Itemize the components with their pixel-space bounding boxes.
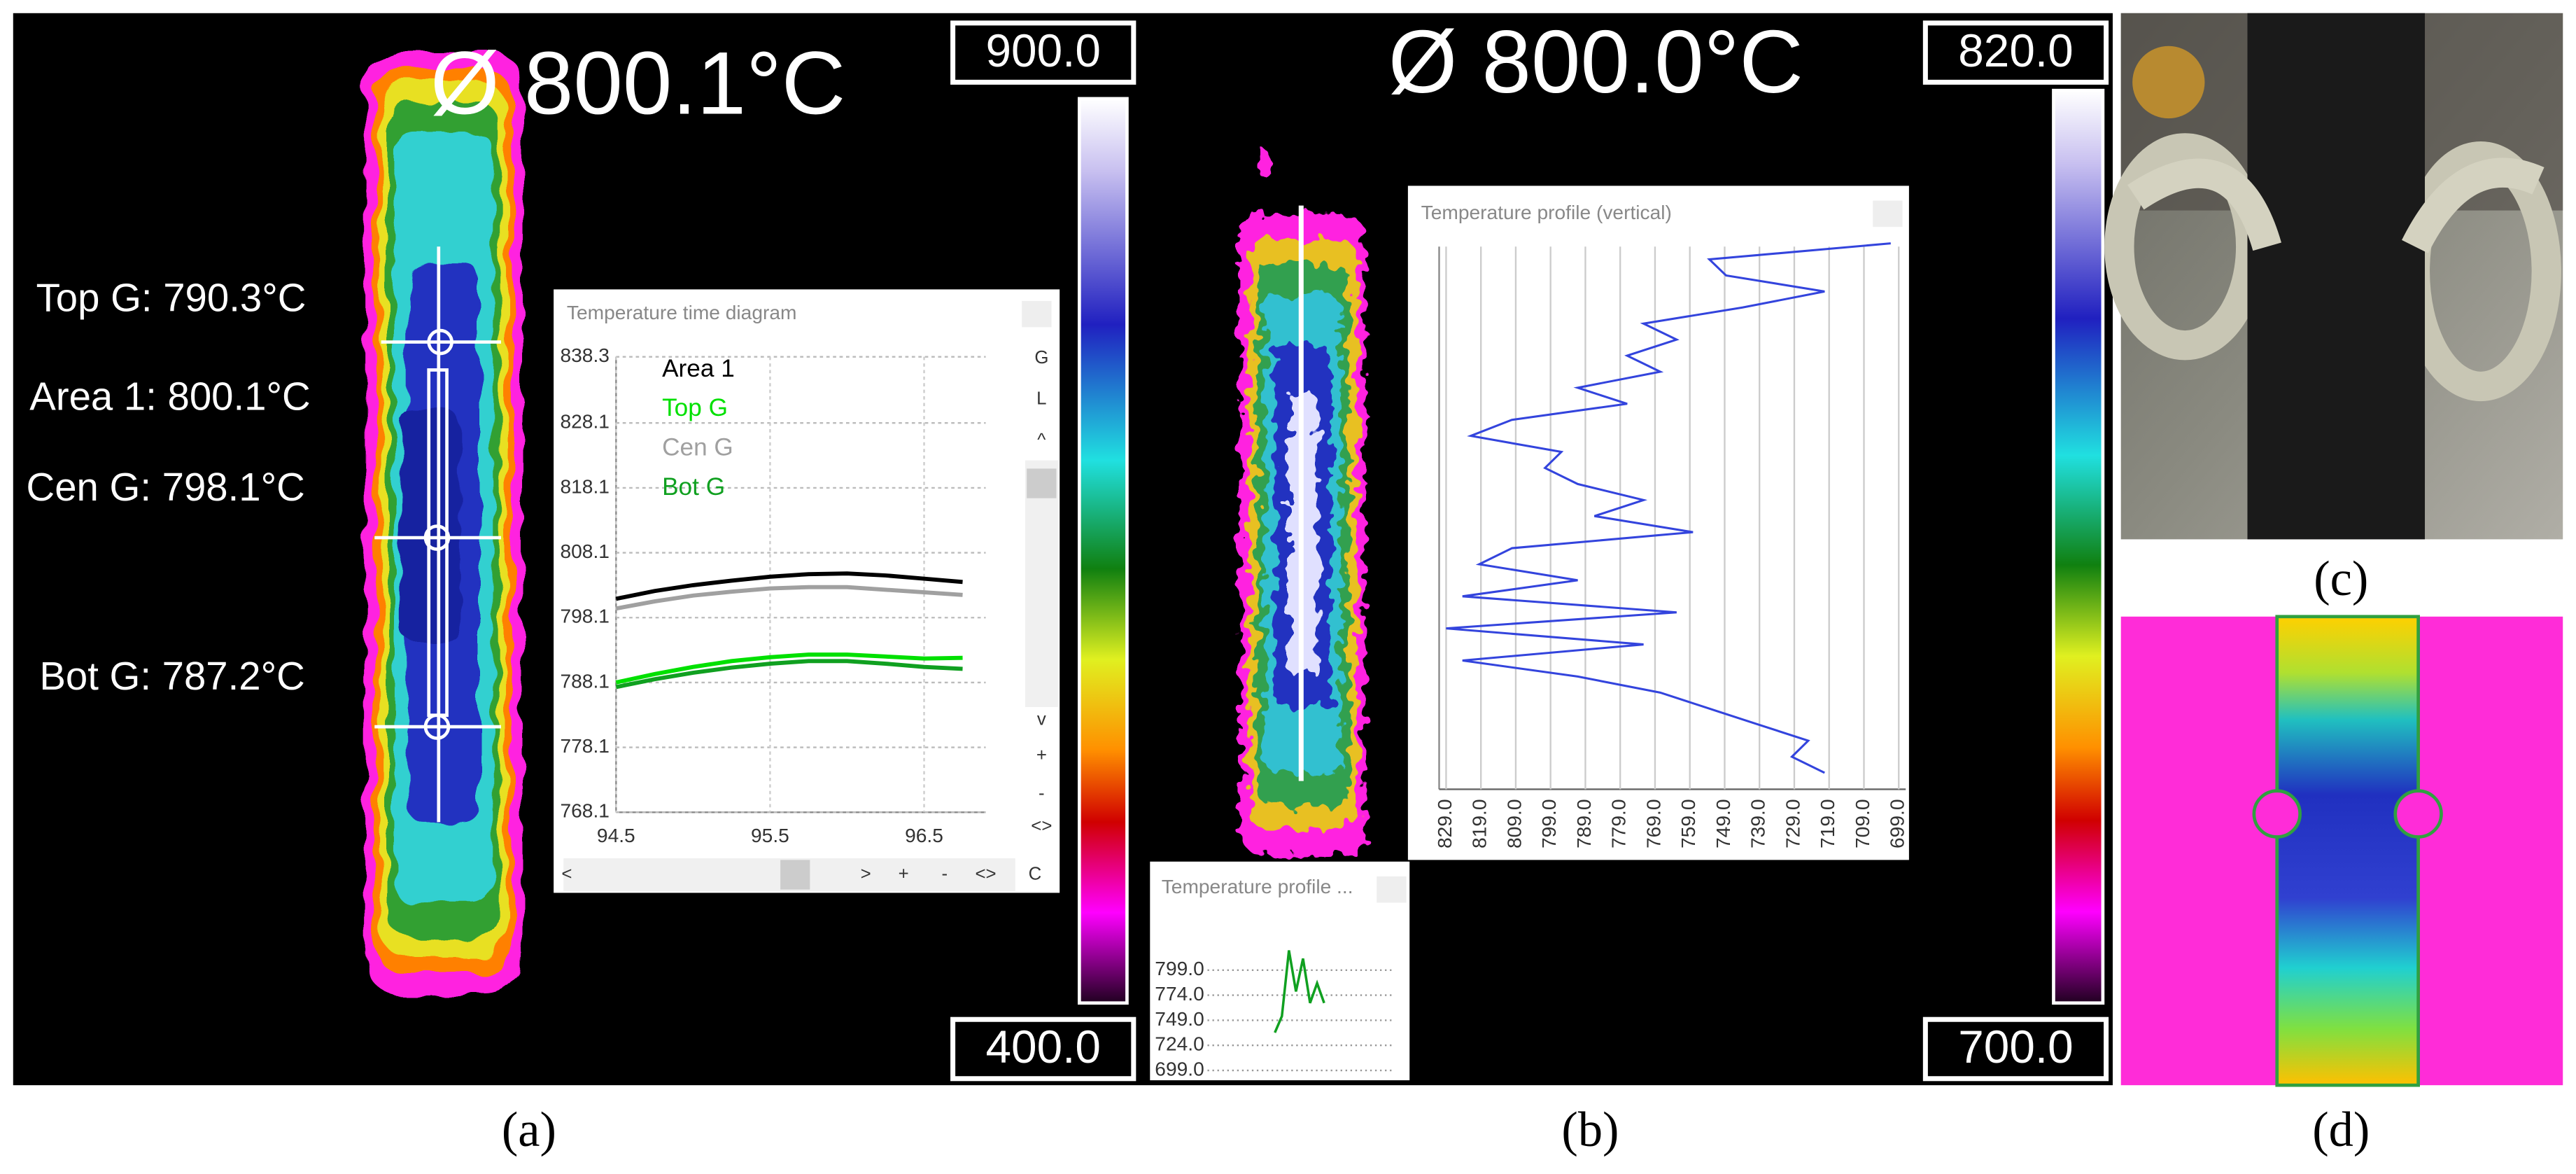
close-button[interactable]: [1377, 876, 1407, 903]
x-tick-label: 96.5: [905, 824, 943, 846]
y-tick-label: 749.0: [1155, 1007, 1204, 1030]
caption: (a): [502, 1103, 556, 1157]
toolbar-button[interactable]: <>: [975, 864, 996, 883]
measurement-label: Area 1: 800.1°C: [29, 375, 310, 419]
scale-box: [1922, 1016, 2109, 1082]
y-tick-label: 768.1: [560, 799, 609, 822]
thermal-image-d: [2120, 615, 2563, 1087]
legend-entry: Top G: [662, 394, 728, 421]
profile-line: [1446, 242, 1891, 774]
toolbar-button[interactable]: >: [861, 864, 871, 883]
x-tick-label: 94.5: [597, 824, 635, 846]
thermal-image-a: [365, 49, 523, 995]
x-tick-label: 829.0: [1433, 799, 1456, 848]
profile-window: [1407, 186, 1909, 860]
legend-entry: Bot G: [662, 473, 725, 501]
series-line: [615, 585, 963, 611]
y-tick-label: 724.0: [1155, 1033, 1204, 1055]
scale-min: 700.0: [1958, 1021, 2073, 1072]
scale-max: 820.0: [1958, 25, 2073, 76]
color-bar: [1078, 97, 1129, 1005]
scale-max: 900.0: [985, 25, 1100, 76]
series-line: [615, 571, 963, 601]
caption: (d): [2312, 1103, 2370, 1157]
x-tick-label: 95.5: [751, 824, 789, 846]
y-tick-label: 818.1: [560, 475, 609, 497]
toolbar-button[interactable]: -: [1039, 783, 1045, 803]
photo-c: [2104, 13, 2563, 540]
x-tick-label: 749.0: [1712, 799, 1734, 848]
x-tick-label: 809.0: [1502, 799, 1525, 848]
mean-temperature: Ø 800.0°C: [1388, 12, 1803, 111]
close-button[interactable]: [1022, 300, 1052, 328]
scroll-thumb[interactable]: [1027, 468, 1057, 498]
x-tick-label: 779.0: [1607, 799, 1630, 848]
mean-temperature: Ø 800.1°C: [430, 34, 845, 133]
scale-box: [950, 1016, 1136, 1082]
time-diagram-window: [554, 289, 1060, 893]
legend-entry: Cen G: [662, 433, 733, 461]
toolbar-button[interactable]: <: [561, 864, 572, 883]
x-tick-label: 759.0: [1677, 799, 1699, 848]
toolbar-button[interactable]: v: [1037, 710, 1046, 729]
y-tick-label: 699.0: [1155, 1057, 1204, 1079]
profile-line: [1274, 950, 1325, 1033]
toolbar-button[interactable]: +: [1036, 746, 1047, 765]
scroll-track: [1025, 460, 1058, 707]
measurement-label: Top G: 790.3°C: [36, 276, 307, 320]
y-tick-label: 838.3: [560, 344, 609, 366]
x-tick-label: 819.0: [1468, 799, 1491, 848]
series-line: [615, 652, 963, 685]
measurement-label: Bot G: 787.2°C: [39, 654, 304, 698]
toolbar-button[interactable]: ^: [1037, 430, 1046, 449]
window-title: Temperature profile ...: [1162, 875, 1353, 897]
toolbar-button[interactable]: G: [1034, 348, 1048, 368]
y-tick-label: 788.1: [560, 669, 609, 692]
y-tick-label: 828.1: [560, 410, 609, 433]
y-tick-label: 774.0: [1155, 982, 1204, 1005]
measurement-markers: [374, 246, 502, 823]
toolbar-button[interactable]: +: [899, 864, 909, 883]
y-tick-label: 778.1: [560, 734, 609, 757]
x-tick-label: 789.0: [1572, 799, 1595, 848]
scale-box: [950, 20, 1136, 85]
x-tick-label: 769.0: [1642, 799, 1664, 848]
x-tick-label: 719.0: [1816, 799, 1838, 848]
color-bar: [2052, 88, 2105, 1005]
toolbar-button[interactable]: -: [942, 864, 948, 883]
window-title: Temperature time diagram: [567, 301, 797, 323]
x-tick-label: 709.0: [1851, 799, 1873, 848]
close-button[interactable]: [1873, 200, 1903, 228]
y-tick-label: 799.0: [1155, 957, 1204, 979]
toolbar-button[interactable]: L: [1036, 389, 1046, 409]
y-tick-label: 808.1: [560, 540, 609, 562]
y-tick-label: 798.1: [560, 605, 609, 627]
window-title: Temperature profile (vertical): [1421, 201, 1672, 223]
series-line: [615, 659, 963, 690]
x-tick-label: 799.0: [1537, 799, 1560, 848]
x-tick-label: 729.0: [1781, 799, 1803, 848]
caption: (c): [2314, 552, 2368, 606]
x-tick-label: 739.0: [1747, 799, 1769, 848]
scroll-thumb[interactable]: [780, 860, 810, 890]
x-tick-label: 699.0: [1886, 799, 1908, 848]
caption: (b): [1561, 1103, 1619, 1157]
toolbar-button[interactable]: <>: [1031, 816, 1052, 836]
toolbar-button[interactable]: C: [1029, 864, 1042, 883]
legend-entry: Area 1: [662, 355, 735, 382]
scale-box: [1922, 20, 2109, 85]
measurement-label: Cen G: 798.1°C: [27, 465, 305, 509]
scale-min: 400.0: [985, 1021, 1100, 1072]
